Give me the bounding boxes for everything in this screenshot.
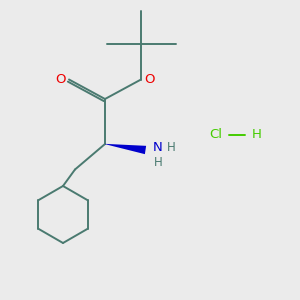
Text: H: H — [167, 141, 176, 154]
Text: H: H — [154, 156, 163, 169]
Polygon shape — [105, 144, 146, 154]
Text: Cl: Cl — [209, 128, 223, 142]
Text: H: H — [252, 128, 261, 142]
Text: O: O — [144, 73, 155, 86]
Text: N: N — [153, 141, 163, 154]
Text: O: O — [55, 73, 66, 86]
